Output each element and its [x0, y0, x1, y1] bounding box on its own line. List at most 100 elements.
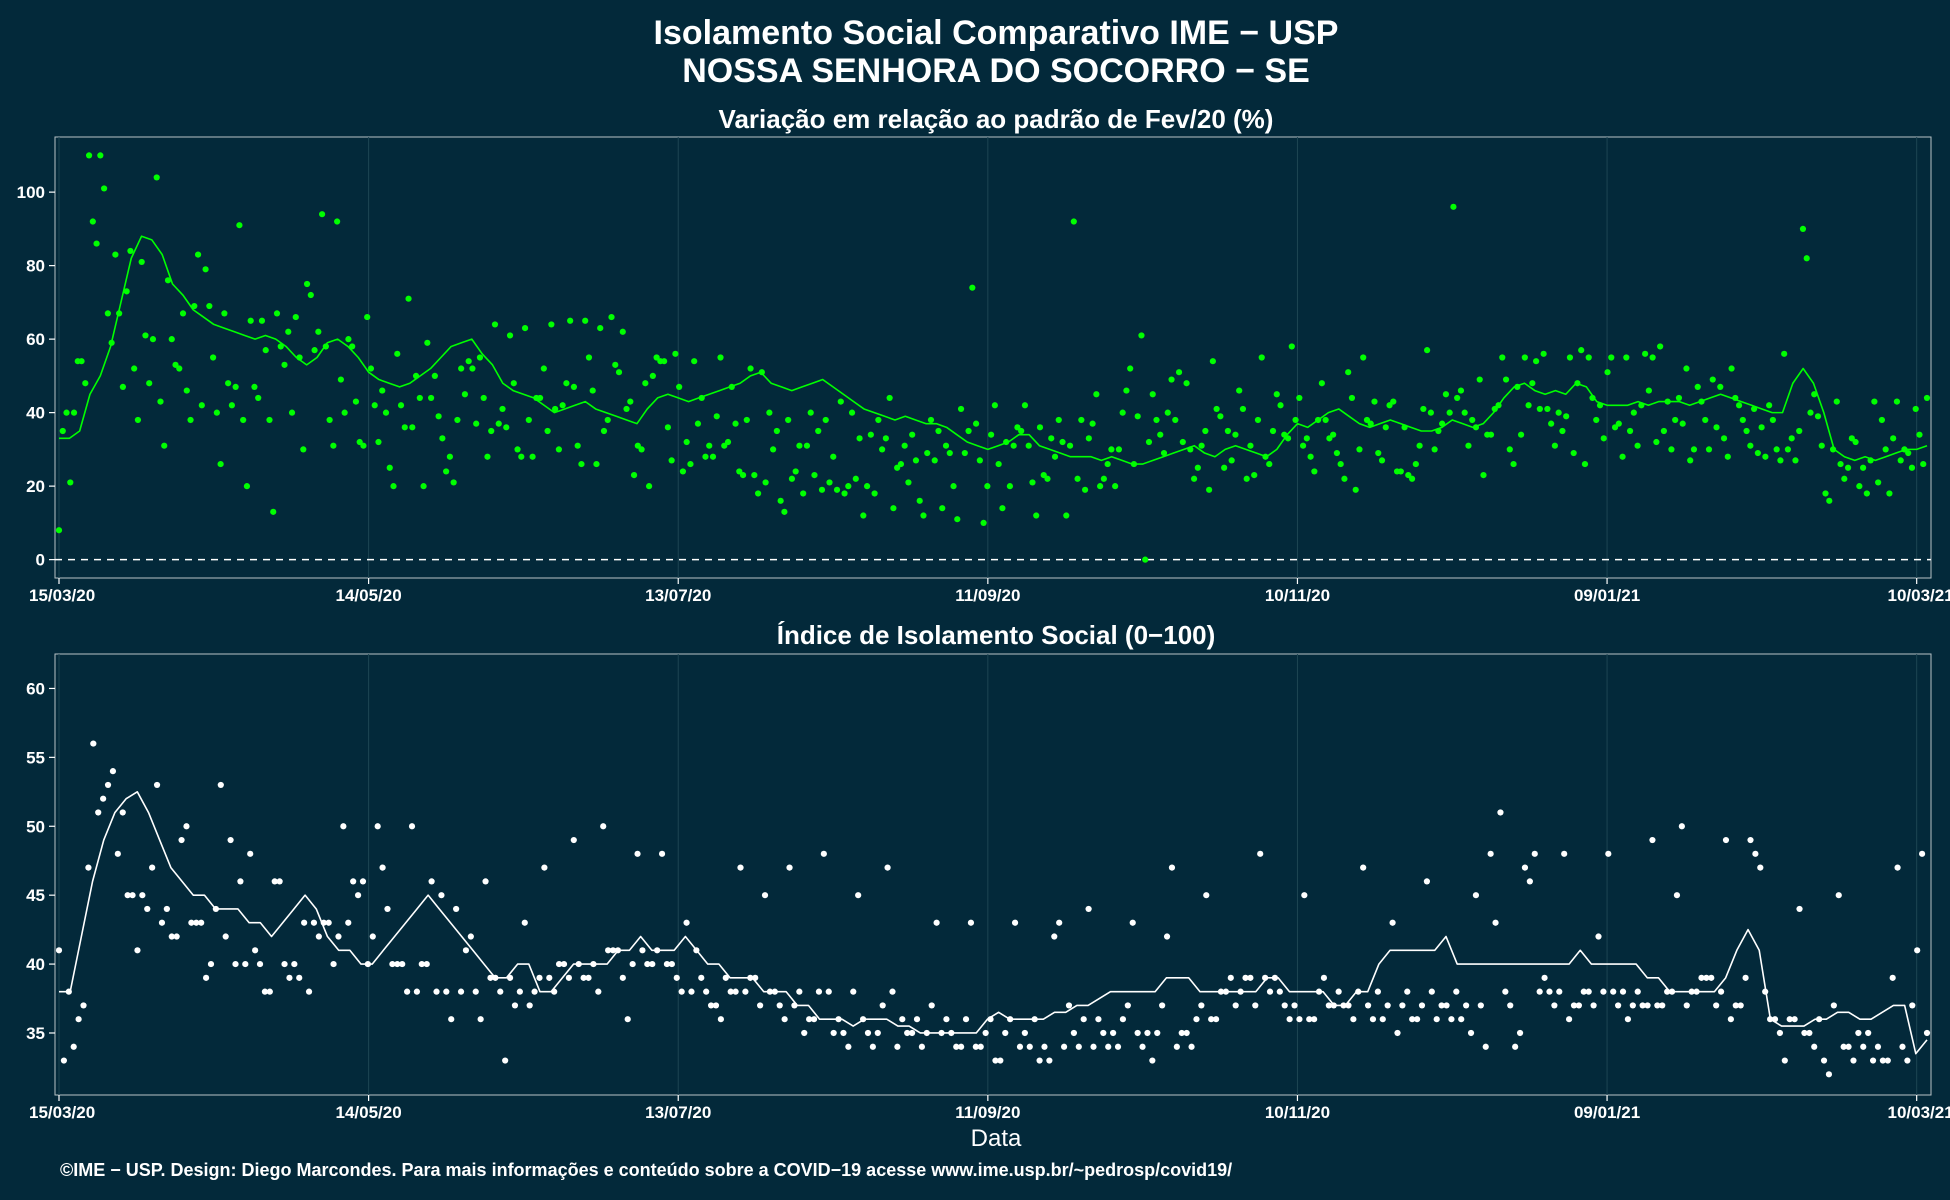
- data-point: [1243, 475, 1250, 482]
- data-point: [1626, 427, 1634, 435]
- data-point: [1649, 354, 1656, 361]
- data-point: [210, 354, 217, 361]
- data-point: [1604, 369, 1611, 376]
- data-point: [600, 427, 608, 435]
- data-point: [1369, 1016, 1377, 1023]
- data-point: [1390, 398, 1397, 405]
- data-point: [658, 850, 666, 857]
- data-point: [232, 383, 239, 390]
- data-point: [624, 1016, 631, 1023]
- data-point: [1188, 1043, 1195, 1050]
- data-point: [450, 479, 457, 486]
- data-point: [1807, 409, 1814, 416]
- data-point: [149, 864, 156, 871]
- data-point: [484, 453, 491, 460]
- data-point: [345, 336, 352, 343]
- panel-variation-x-axis: 15/03/20 14/05/20 13/07/20 11/09/20 10/11/20…: [29, 578, 1950, 605]
- data-point: [623, 405, 630, 413]
- data-point: [663, 960, 671, 968]
- data-point: [443, 468, 450, 475]
- data-point: [315, 933, 322, 940]
- data-point: [1803, 255, 1810, 262]
- data-point: [291, 960, 298, 968]
- data-point: [1578, 347, 1585, 354]
- data-point: [179, 310, 187, 317]
- panel-variation: Variação em relação ao padrão de Fev/20 …: [17, 104, 1950, 605]
- data-point: [1717, 988, 1725, 995]
- data-point: [706, 442, 713, 449]
- y-tick-label: 40: [26, 404, 45, 423]
- data-point: [982, 1029, 989, 1037]
- data-point: [747, 365, 754, 372]
- data-point: [1412, 460, 1419, 468]
- data-point: [1863, 490, 1870, 497]
- data-point: [448, 1016, 455, 1023]
- data-point: [1705, 446, 1713, 453]
- data-point: [582, 317, 589, 324]
- data-point: [629, 960, 636, 968]
- data-point: [837, 398, 844, 405]
- data-point: [1021, 1029, 1028, 1037]
- data-point: [521, 919, 528, 926]
- data-point: [1251, 472, 1258, 479]
- data-point: [1046, 1057, 1053, 1064]
- data-point: [552, 405, 559, 413]
- data-point: [1499, 354, 1506, 361]
- data-point: [1747, 442, 1754, 449]
- y-tick-label: 20: [26, 477, 45, 496]
- data-point: [397, 402, 405, 409]
- data-point: [1277, 402, 1284, 409]
- data-point: [104, 781, 112, 789]
- data-point: [506, 332, 514, 339]
- data-point: [688, 988, 695, 995]
- data-point: [928, 1002, 935, 1009]
- data-point: [1112, 483, 1119, 490]
- data-point: [1757, 864, 1764, 871]
- data-point: [1461, 409, 1468, 416]
- data-point: [567, 317, 574, 324]
- data-point: [379, 387, 386, 394]
- data-point: [237, 878, 244, 885]
- data-point: [453, 905, 460, 913]
- data-point: [841, 490, 848, 497]
- data-point: [1345, 369, 1352, 376]
- data-point: [909, 1029, 916, 1037]
- data-point: [228, 402, 235, 409]
- data-point: [1139, 1043, 1146, 1050]
- data-point: [1093, 391, 1100, 398]
- x-tick-label: 15/03/20: [29, 1103, 95, 1122]
- data-point: [482, 878, 489, 885]
- data-point: [1889, 974, 1896, 981]
- data-point: [757, 1002, 764, 1009]
- data-point: [644, 960, 651, 968]
- trend-line: [59, 235, 1928, 465]
- data-point: [213, 409, 220, 416]
- y-tick-label: 0: [36, 551, 45, 570]
- data-point: [236, 222, 243, 229]
- data-point: [1536, 988, 1543, 995]
- data-point: [350, 878, 357, 885]
- data-point: [856, 435, 863, 442]
- data-point: [516, 988, 523, 995]
- data-point: [472, 988, 479, 995]
- data-point: [526, 1002, 533, 1009]
- data-point: [307, 291, 314, 299]
- data-point: [1145, 438, 1153, 446]
- data-point: [1382, 424, 1389, 431]
- data-point: [1920, 460, 1927, 468]
- data-point: [1660, 427, 1667, 435]
- data-point: [1025, 442, 1032, 449]
- data-point: [325, 919, 332, 926]
- data-point: [462, 947, 470, 954]
- data-point: [1469, 416, 1476, 424]
- data-point: [1521, 354, 1528, 361]
- data-point: [1273, 391, 1280, 398]
- data-point: [255, 394, 262, 402]
- data-point: [1801, 1029, 1808, 1037]
- data-point: [1659, 1002, 1666, 1009]
- data-point: [649, 372, 656, 379]
- data-point: [570, 836, 577, 844]
- data-point: [818, 486, 826, 493]
- data-point: [593, 460, 600, 468]
- data-point: [612, 361, 619, 368]
